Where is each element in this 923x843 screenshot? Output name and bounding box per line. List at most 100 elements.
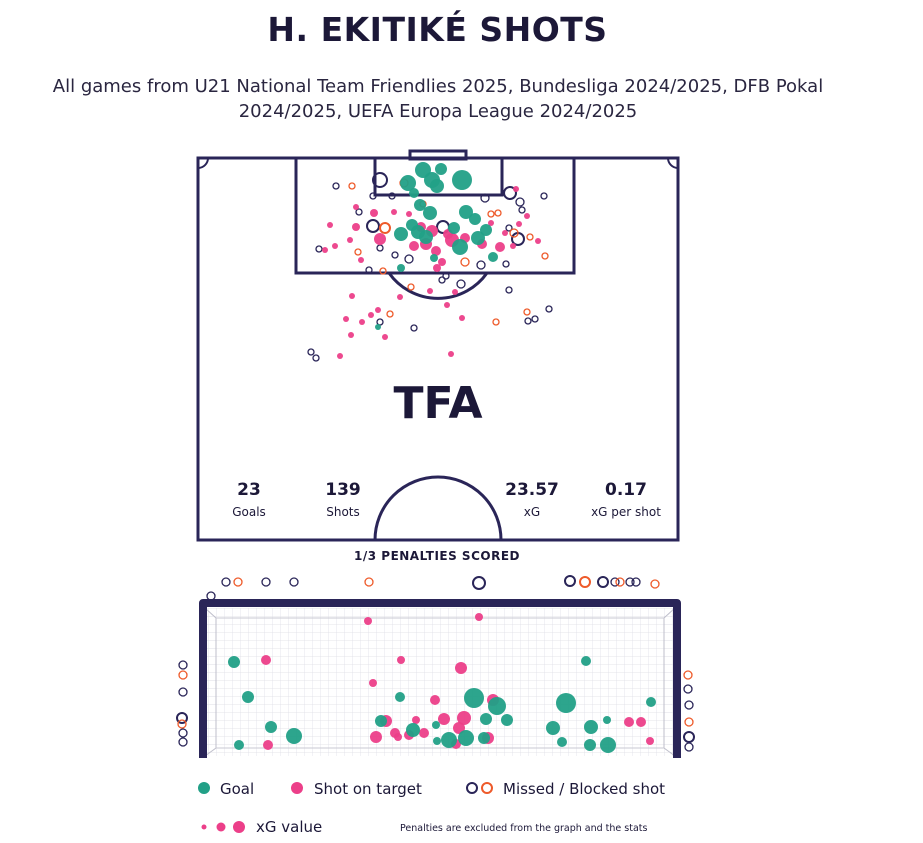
goalmouth-missed-marker xyxy=(684,700,694,710)
goalmouth-goal-marker xyxy=(603,716,611,724)
goalmouth-on-target-marker xyxy=(419,728,429,738)
shot-on-target-marker xyxy=(438,258,446,266)
goalmouth-goal-marker xyxy=(556,693,576,713)
goalmouth-goal-marker xyxy=(546,721,560,735)
goalmouth-missed-marker xyxy=(178,687,188,697)
legend-missed-dark-swatch xyxy=(466,782,478,794)
shot-missed-marker xyxy=(541,252,549,260)
goalmouth-on-target-marker xyxy=(261,655,271,665)
goalmouth-on-target-marker xyxy=(370,731,382,743)
goalmouth-missed-marker xyxy=(261,577,271,587)
stats-row: 23 Goals 139 Shots 23.57 xG 0.17 xG per … xyxy=(232,480,661,519)
goal-mouth-markers xyxy=(176,575,695,753)
legend-missed-label: Missed / Blocked shot xyxy=(503,780,665,798)
shot-on-target-marker xyxy=(427,288,433,294)
shot-missed-marker xyxy=(376,244,384,252)
footnote: Penalties are excluded from the graph an… xyxy=(400,823,648,834)
chart-subtitle: All games from U21 National Team Friendl… xyxy=(52,76,824,122)
goalmouth-on-target-marker xyxy=(412,716,420,724)
shot-missed-marker xyxy=(531,315,539,323)
goalmouth-missed-marker xyxy=(178,660,188,670)
shot-missed-marker xyxy=(492,318,500,326)
goalmouth-on-target-marker xyxy=(624,717,634,727)
goalmouth-on-target-marker xyxy=(430,695,440,705)
shot-missed-marker xyxy=(407,283,415,291)
stat-goals-label: Goals xyxy=(232,505,266,519)
shot-missed-marker xyxy=(518,206,526,214)
shot-missed-marker xyxy=(438,276,446,284)
shot-on-target-marker xyxy=(368,312,374,318)
legend-xg-label: xG value xyxy=(256,818,322,836)
goalmouth-goal-marker xyxy=(584,739,596,751)
goal-posts xyxy=(199,599,681,758)
corner-arc-left xyxy=(197,157,209,169)
shot-on-target-marker xyxy=(524,213,530,219)
shot-goal-marker xyxy=(394,227,408,241)
shot-goal-marker xyxy=(480,224,492,236)
shot-on-target-marker xyxy=(431,246,441,256)
goal-net xyxy=(199,599,681,758)
goalmouth-goal-marker xyxy=(581,656,591,666)
shot-markers xyxy=(307,162,553,362)
shot-on-target-marker xyxy=(349,293,355,299)
goalmouth-missed-marker xyxy=(289,577,299,587)
shot-missed-marker xyxy=(404,254,414,264)
shot-missed-marker xyxy=(386,310,394,318)
goalmouth-goal-marker xyxy=(433,737,441,745)
goalmouth-missed-marker xyxy=(472,576,486,590)
legend-xg-medium xyxy=(216,822,226,832)
legend: Goal Shot on target Missed / Blocked sho… xyxy=(198,780,665,836)
shot-missed-marker xyxy=(315,245,323,253)
goalmouth-on-target-marker xyxy=(636,717,646,727)
goalmouth-missed-marker xyxy=(233,577,243,587)
shot-on-target-marker xyxy=(322,247,328,253)
goalmouth-missed-marker xyxy=(610,577,620,587)
goalmouth-goal-marker xyxy=(557,737,567,747)
goalmouth-missed-marker xyxy=(177,719,187,729)
shot-on-target-marker xyxy=(343,316,349,322)
shot-missed-marker xyxy=(524,317,532,325)
shot-on-target-marker xyxy=(382,334,388,340)
goalmouth-on-target-marker xyxy=(455,662,467,674)
shot-missed-marker xyxy=(526,233,534,241)
shot-missed-marker xyxy=(460,257,470,267)
shot-missed-marker xyxy=(509,228,519,238)
goalmouth-on-target-marker xyxy=(394,733,402,741)
goalmouth-on-target-marker xyxy=(369,679,377,687)
goalmouth-missed-marker xyxy=(650,579,660,589)
goalmouth-goal-marker xyxy=(265,721,277,733)
shot-goal-marker xyxy=(448,222,460,234)
goalmouth-goal-marker xyxy=(478,732,490,744)
goalmouth-goal-marker xyxy=(286,728,302,744)
shot-missed-marker xyxy=(410,324,418,332)
shot-on-target-marker xyxy=(459,315,465,321)
goalmouth-missed-marker xyxy=(684,717,694,727)
goalmouth-on-target-marker xyxy=(397,656,405,664)
tfa-logo: TFA xyxy=(393,378,482,429)
shot-goal-marker xyxy=(423,206,437,220)
shot-missed-marker xyxy=(379,222,391,234)
goalmouth-on-target-marker xyxy=(438,713,450,725)
shot-missed-marker xyxy=(505,224,513,232)
shot-on-target-marker xyxy=(444,302,450,308)
stat-shots-value: 139 xyxy=(325,480,361,500)
shot-on-target-marker xyxy=(358,257,364,263)
goalmouth-on-target-marker xyxy=(475,613,483,621)
shot-missed-marker xyxy=(369,192,377,200)
shot-missed-marker xyxy=(476,260,486,270)
shot-missed-marker xyxy=(391,251,399,259)
penalties-scored-text: 1/3 PENALTIES SCORED xyxy=(354,549,520,563)
shot-on-target-marker xyxy=(370,209,378,217)
legend-xg-large xyxy=(233,821,245,833)
goalmouth-missed-marker xyxy=(615,577,625,587)
stat-xg-value: 23.57 xyxy=(505,480,559,500)
goalmouth-goal-marker xyxy=(375,715,387,727)
shot-missed-marker xyxy=(332,182,340,190)
shot-goal-marker xyxy=(411,225,425,239)
shot-missed-marker xyxy=(515,197,525,207)
penalty-arc xyxy=(387,272,489,300)
goalmouth-missed-marker xyxy=(564,575,576,587)
goalmouth-missed-marker xyxy=(206,591,216,601)
shot-missed-marker xyxy=(494,209,502,217)
shot-on-target-marker xyxy=(327,222,333,228)
